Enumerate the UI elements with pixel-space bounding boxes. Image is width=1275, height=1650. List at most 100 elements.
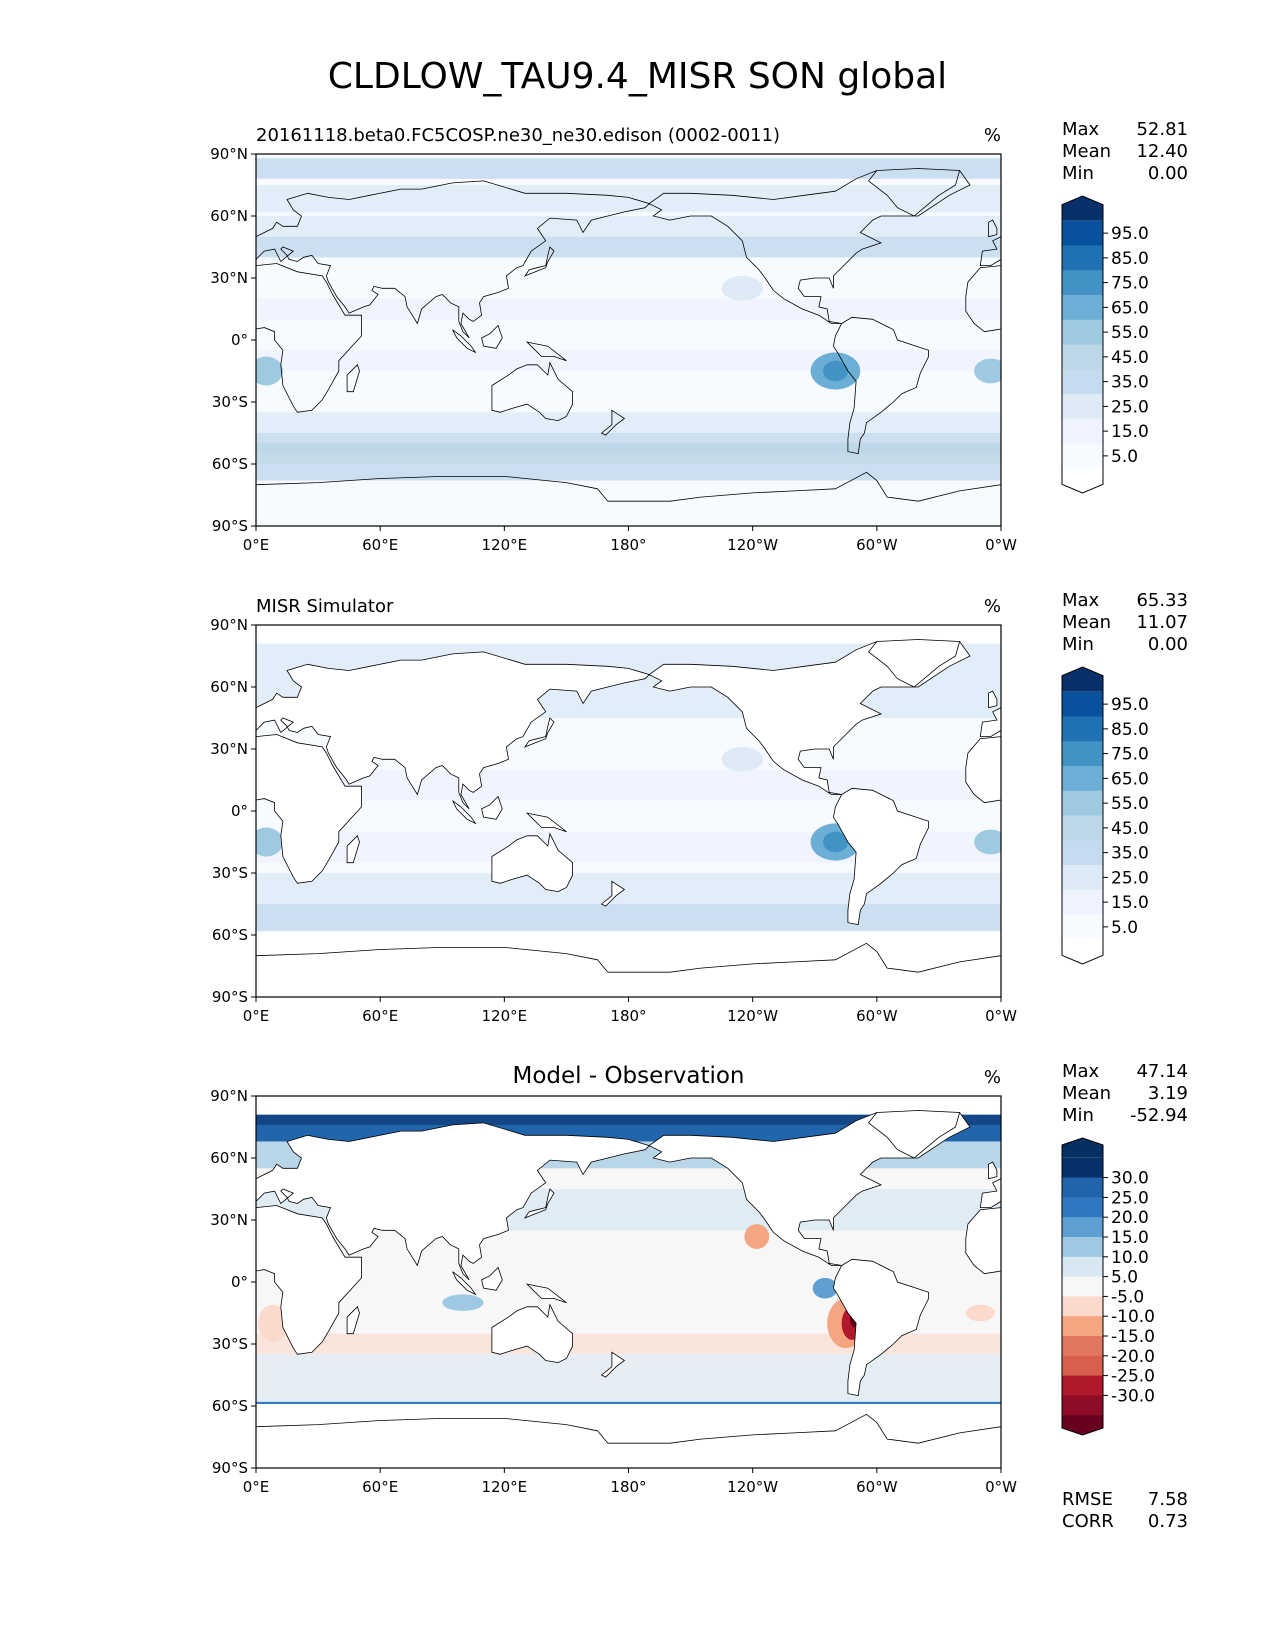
y-tick-label: 60°N (210, 678, 248, 696)
stat-value: 52.81 (1136, 119, 1188, 140)
panel-title-left: MISR Simulator (256, 596, 394, 617)
coastline-outline (256, 639, 1001, 997)
colorbar-tick-label: 10.0 (1111, 1248, 1149, 1268)
y-tick-label: 60°S (212, 455, 248, 473)
y-tick-label: 30°S (212, 393, 248, 411)
colorbar-tick-label: 30.0 (1111, 1169, 1149, 1189)
colorbar-tick-label: 55.0 (1111, 323, 1149, 343)
stat-value: 0.73 (1148, 1511, 1188, 1532)
y-tick-label: 90°S (212, 517, 248, 535)
x-tick-label: 120°E (482, 1478, 528, 1496)
colorbar-tick-label: -30.0 (1111, 1386, 1155, 1406)
colorbar-tick-label: 45.0 (1111, 819, 1149, 839)
colorbar-tick-label: 5.0 (1111, 918, 1138, 938)
stat-label: Max (1062, 119, 1100, 140)
panel-title-center: Model - Observation (512, 1063, 744, 1089)
x-tick-label: 60°E (362, 536, 398, 554)
stat-label: Mean (1062, 1083, 1111, 1104)
x-tick-label: 0°W (985, 1478, 1017, 1496)
x-tick-label: 60°W (856, 1007, 898, 1025)
panel-title-left: 20161118.beta0.FC5COSP.ne30_ne30.edison … (256, 125, 780, 146)
colorbar-tick-label: -20.0 (1111, 1347, 1155, 1367)
y-tick-label: 60°N (210, 1149, 248, 1167)
x-tick-label: 60°W (856, 536, 898, 554)
stat-label: Mean (1062, 612, 1111, 633)
y-tick-label: 90°S (212, 988, 248, 1006)
x-tick-label: 0°E (243, 1007, 270, 1025)
stat-label: Min (1062, 163, 1094, 184)
x-tick-label: 0°E (243, 536, 270, 554)
x-tick-label: 120°E (482, 536, 528, 554)
x-tick-label: 0°W (985, 536, 1017, 554)
colorbar-tick-label: 5.0 (1111, 1268, 1138, 1288)
coastline-outline (256, 1110, 1001, 1468)
map-panel-test: 20161118.beta0.FC5COSP.ne30_ne30.edison … (210, 119, 1188, 554)
stat-value: 7.58 (1148, 1489, 1188, 1510)
colorbar-tick-label: 55.0 (1111, 794, 1149, 814)
colorbar-tick-label: 65.0 (1111, 298, 1149, 318)
y-tick-label: 30°S (212, 864, 248, 882)
stat-value: 11.07 (1136, 612, 1188, 633)
y-tick-label: 60°S (212, 926, 248, 944)
coastline-outline (256, 168, 1001, 526)
y-tick-label: 60°S (212, 1397, 248, 1415)
map-panel-reference: MISR Simulator % 0°E 60°E 120°E 180° 120°W 60°W… (210, 590, 1188, 1025)
panel-units: % (984, 125, 1001, 146)
colorbar-tick-label: 15.0 (1111, 1228, 1149, 1248)
y-tick-label: 30°N (210, 1211, 248, 1229)
colorbar-tick-label: 75.0 (1111, 274, 1149, 294)
x-tick-label: 120°W (727, 1478, 778, 1496)
colorbar: 95.0 85.0 75.0 65.0 55.0 45.0 35.0 25.0 15.0 5.0 (1061, 195, 1149, 494)
y-tick-label: 30°N (210, 740, 248, 758)
colorbar-tick-label: 35.0 (1111, 844, 1149, 864)
colorbar-tick-label: 65.0 (1111, 769, 1149, 789)
colorbar-tick-label: 15.0 (1111, 422, 1149, 442)
x-tick-label: 0°E (243, 1478, 270, 1496)
x-tick-label: 0°W (985, 1007, 1017, 1025)
colorbar-tick-label: 25.0 (1111, 397, 1149, 417)
map-field (256, 1096, 1001, 1468)
colorbar: 30.025.020.015.010.05.0-5.0-10.0-15.0-20… (1061, 1137, 1155, 1436)
colorbar-tick-label: -5.0 (1111, 1287, 1144, 1307)
x-tick-label: 60°E (362, 1007, 398, 1025)
colorbar-tick-label: 25.0 (1111, 868, 1149, 888)
stat-value: 3.19 (1148, 1083, 1188, 1104)
stat-value: 0.00 (1148, 634, 1188, 655)
stat-label: Min (1062, 1105, 1094, 1126)
stat-value: 0.00 (1148, 163, 1188, 184)
panel-units: % (984, 596, 1001, 617)
x-tick-label: 120°E (482, 1007, 528, 1025)
stat-value: 65.33 (1136, 590, 1188, 611)
y-tick-label: 0° (231, 802, 248, 820)
x-tick-label: 180° (610, 536, 646, 554)
colorbar-tick-label: 95.0 (1111, 695, 1149, 715)
colorbar-tick-label: 95.0 (1111, 224, 1149, 244)
x-tick-label: 60°W (856, 1478, 898, 1496)
map-panel-diff: Model - Observation % 0°E 60°E 120°E 180° 120°… (210, 1061, 1188, 1532)
y-tick-label: 30°S (212, 1335, 248, 1353)
figure-title: CLDLOW_TAU9.4_MISR SON global (327, 56, 948, 97)
y-tick-label: 0° (231, 1273, 248, 1291)
stat-value: 47.14 (1136, 1061, 1188, 1082)
x-tick-label: 120°W (727, 1007, 778, 1025)
stat-label: Max (1062, 590, 1100, 611)
y-tick-label: 30°N (210, 269, 248, 287)
colorbar-tick-label: -10.0 (1111, 1307, 1155, 1327)
y-tick-label: 90°N (210, 1087, 248, 1105)
panel-units: % (984, 1067, 1001, 1088)
colorbar-tick-label: 85.0 (1111, 249, 1149, 269)
colorbar-tick-label: 85.0 (1111, 720, 1149, 740)
map-field (256, 625, 1001, 997)
colorbar-tick-label: 5.0 (1111, 447, 1138, 467)
colorbar-tick-label: 75.0 (1111, 745, 1149, 765)
stat-value: 12.40 (1136, 141, 1188, 162)
colorbar-tick-label: -15.0 (1111, 1327, 1155, 1347)
colorbar-tick-label: 25.0 (1111, 1188, 1149, 1208)
colorbar-tick-label: 20.0 (1111, 1208, 1149, 1228)
x-tick-label: 60°E (362, 1478, 398, 1496)
stat-label: CORR (1062, 1511, 1114, 1532)
stat-label: Min (1062, 634, 1094, 655)
colorbar-tick-label: 15.0 (1111, 893, 1149, 913)
colorbar-tick-label: 35.0 (1111, 373, 1149, 393)
